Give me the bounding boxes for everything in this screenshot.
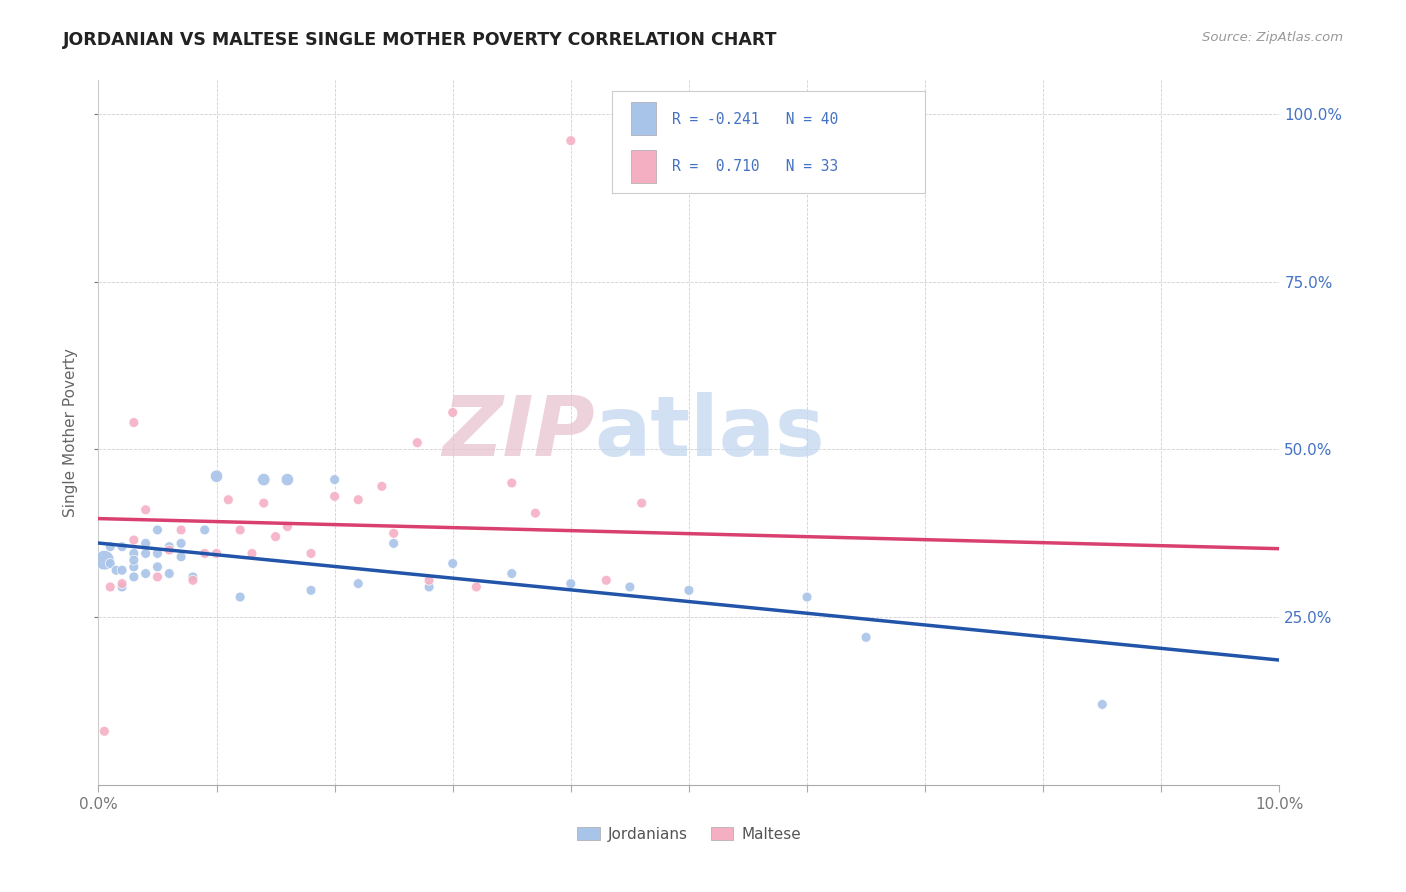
- Point: [146, 559, 169, 574]
- Point: [122, 559, 145, 574]
- Point: [560, 576, 582, 591]
- Point: [122, 553, 145, 567]
- Point: [93, 724, 115, 739]
- Point: [276, 519, 298, 533]
- Point: [347, 492, 370, 507]
- Point: [299, 583, 322, 598]
- Point: [501, 475, 523, 490]
- Point: [264, 530, 287, 544]
- Point: [170, 536, 193, 550]
- Point: [135, 546, 157, 560]
- Point: [323, 489, 346, 503]
- Point: [418, 574, 440, 588]
- Point: [157, 543, 180, 558]
- Point: [619, 580, 641, 594]
- Point: [194, 546, 217, 560]
- Point: [157, 540, 180, 554]
- Point: [796, 590, 818, 604]
- Point: [1091, 698, 1114, 712]
- Text: Source: ZipAtlas.com: Source: ZipAtlas.com: [1202, 31, 1343, 45]
- Point: [382, 526, 405, 541]
- Text: ZIP: ZIP: [441, 392, 595, 473]
- Point: [170, 549, 193, 564]
- Text: atlas: atlas: [595, 392, 825, 473]
- Point: [253, 473, 276, 487]
- Point: [122, 570, 145, 584]
- Point: [181, 570, 204, 584]
- Point: [406, 435, 429, 450]
- Point: [181, 574, 204, 588]
- Point: [276, 473, 298, 487]
- Point: [229, 523, 252, 537]
- Point: [678, 583, 700, 598]
- Point: [122, 533, 145, 547]
- Point: [135, 503, 157, 517]
- Point: [135, 566, 157, 581]
- Point: [170, 523, 193, 537]
- Point: [146, 523, 169, 537]
- Point: [146, 546, 169, 560]
- Point: [98, 540, 121, 554]
- Point: [441, 405, 464, 419]
- Point: [418, 580, 440, 594]
- Point: [205, 469, 228, 483]
- Point: [122, 546, 145, 560]
- Point: [501, 566, 523, 581]
- Point: [135, 536, 157, 550]
- Point: [111, 576, 134, 591]
- Point: [105, 563, 128, 577]
- Point: [98, 580, 121, 594]
- Point: [299, 546, 322, 560]
- Point: [855, 630, 877, 644]
- Point: [122, 416, 145, 430]
- Point: [205, 546, 228, 560]
- Point: [93, 553, 115, 567]
- Text: JORDANIAN VS MALTESE SINGLE MOTHER POVERTY CORRELATION CHART: JORDANIAN VS MALTESE SINGLE MOTHER POVER…: [63, 31, 778, 49]
- Point: [217, 492, 239, 507]
- Point: [630, 496, 652, 510]
- Point: [157, 566, 180, 581]
- Point: [465, 580, 488, 594]
- Point: [347, 576, 370, 591]
- Point: [240, 546, 263, 560]
- Point: [524, 506, 547, 520]
- Point: [111, 580, 134, 594]
- Point: [382, 536, 405, 550]
- Point: [111, 540, 134, 554]
- Point: [111, 563, 134, 577]
- Point: [560, 134, 582, 148]
- Point: [253, 496, 276, 510]
- Y-axis label: Single Mother Poverty: Single Mother Poverty: [63, 348, 79, 517]
- Point: [595, 574, 617, 588]
- Point: [146, 570, 169, 584]
- Point: [229, 590, 252, 604]
- Point: [441, 557, 464, 571]
- Point: [98, 557, 121, 571]
- Legend: Jordanians, Maltese: Jordanians, Maltese: [571, 821, 807, 847]
- Point: [371, 479, 394, 493]
- Point: [323, 473, 346, 487]
- Point: [194, 523, 217, 537]
